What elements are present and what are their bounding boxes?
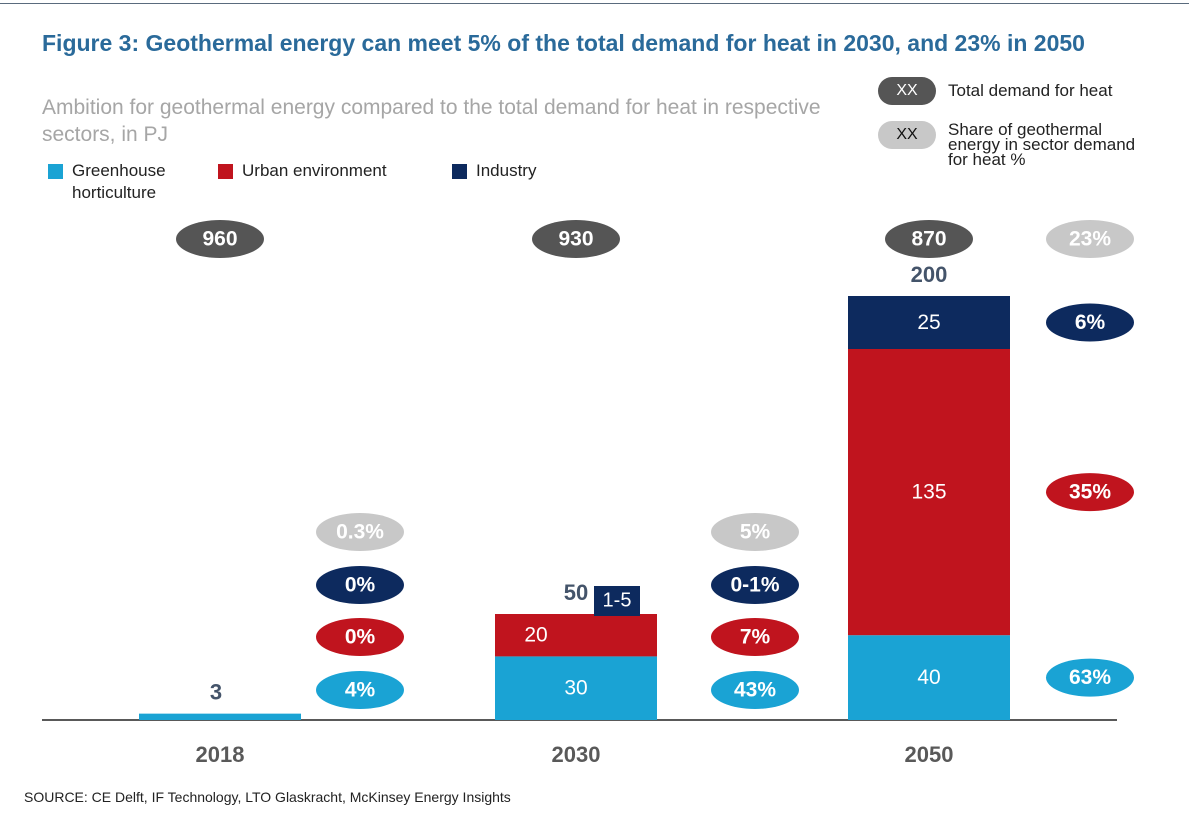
chart-title: Figure 3: Geothermal energy can meet 5% …: [42, 30, 1085, 56]
share-pill-label: 4%: [345, 679, 376, 702]
share-pill-label: 7%: [740, 626, 771, 649]
segment-label: 40: [917, 666, 940, 689]
bar-segment: [848, 296, 1010, 349]
bar-segment: [848, 635, 1010, 720]
share-pill-label: 0%: [345, 574, 376, 597]
share-pill: [1046, 473, 1134, 512]
segment-label: 30: [564, 677, 587, 700]
total-share-pill-label: 0.3%: [336, 521, 384, 544]
x-tick-label: 2018: [196, 742, 245, 767]
key-label: Total demand for heat: [948, 81, 1113, 100]
segment-label: 20: [524, 624, 547, 647]
legend-swatch: [48, 164, 63, 179]
share-pill: [316, 618, 404, 656]
demand-pill: [176, 220, 264, 258]
bar-segment: [495, 614, 657, 657]
total-share-pill-label: 23%: [1069, 228, 1111, 251]
bar-segment: [139, 713, 301, 720]
demand-pill-label: 960: [202, 228, 237, 251]
share-pill: [711, 618, 799, 656]
share-pill-label: 0-1%: [730, 574, 779, 597]
share-pill: [1046, 658, 1134, 697]
share-pill-label: 35%: [1069, 481, 1111, 504]
legend-swatch: [218, 164, 233, 179]
demand-pill: [532, 220, 620, 258]
legend-label: Greenhouse horticulture: [72, 161, 166, 202]
legend-label: Industry: [476, 161, 537, 180]
total-share-pill: [711, 513, 799, 551]
share-pill: [316, 671, 404, 709]
total-label: 50: [564, 580, 588, 605]
share-pill-label: 0%: [345, 626, 376, 649]
bar-segment: [495, 656, 657, 720]
demand-pill-label: 870: [911, 228, 946, 251]
share-pill: [1046, 303, 1134, 342]
demand-pill-label: 930: [558, 228, 593, 251]
share-pill-label: 6%: [1075, 311, 1106, 334]
x-tick-label: 2050: [905, 742, 954, 767]
share-pill-label: 63%: [1069, 666, 1111, 689]
total-share-pill: [316, 513, 404, 551]
key-label: Share of geothermal energy in sector dem…: [948, 120, 1136, 169]
share-pill-label: 43%: [734, 679, 776, 702]
total-label: 3: [210, 679, 222, 704]
top-rule: [0, 3, 1189, 4]
chart-subtitle: Ambition for geothermal energy compared …: [42, 96, 821, 146]
share-pill: [316, 566, 404, 604]
legend-label: Urban environment: [242, 161, 387, 180]
legend-swatch: [452, 164, 467, 179]
range-box: [594, 586, 640, 616]
demand-pill: [885, 220, 973, 258]
segment-label: 135: [911, 481, 946, 504]
total-share-pill-label: 5%: [740, 521, 771, 544]
share-pill: [711, 671, 799, 709]
source-note: SOURCE: CE Delft, IF Technology, LTO Gla…: [24, 789, 511, 805]
bar-segment: [848, 349, 1010, 636]
x-tick-label: 2030: [552, 742, 601, 767]
range-label: 1-5: [603, 589, 632, 611]
key-pill: XX: [878, 121, 936, 149]
segment-label: 25: [917, 311, 940, 334]
key-pill: XX: [878, 77, 936, 105]
total-share-pill: [1046, 220, 1134, 258]
share-pill: [711, 566, 799, 604]
total-label: 200: [911, 262, 948, 287]
